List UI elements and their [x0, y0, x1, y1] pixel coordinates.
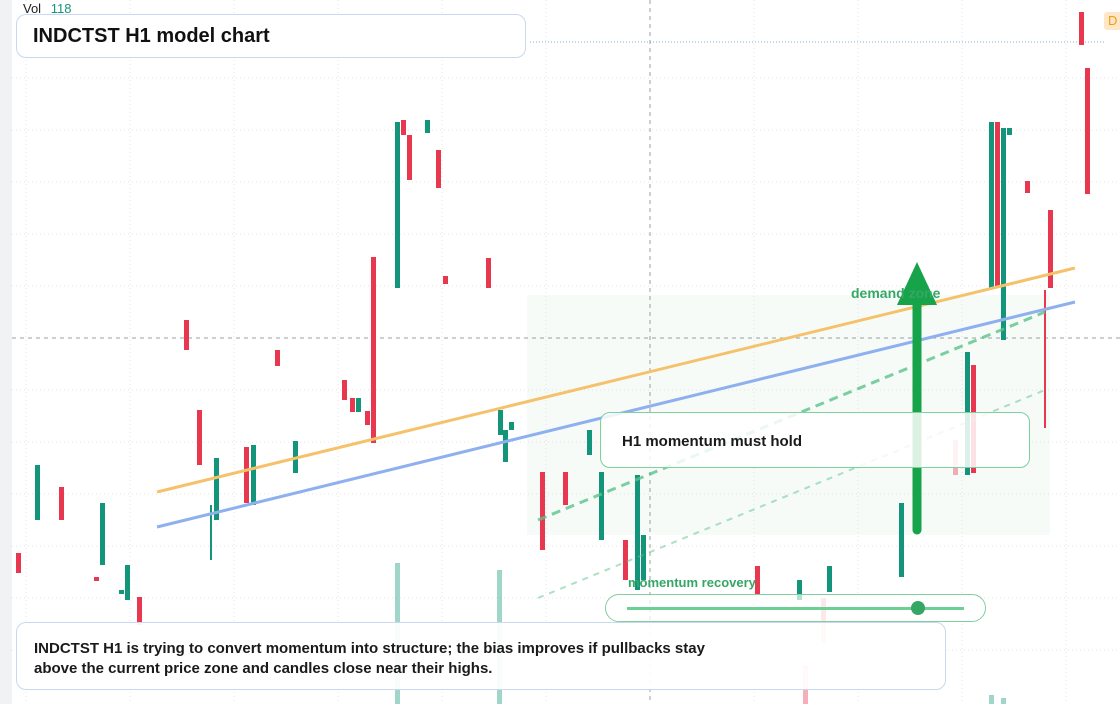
candle-part [436, 150, 441, 188]
candle-part [100, 503, 105, 565]
candle-part [125, 565, 130, 600]
candle-part [1001, 128, 1006, 340]
candle-part [401, 120, 406, 135]
vol-indicator: Vol 118 [23, 1, 71, 16]
slider-knob[interactable] [911, 601, 925, 615]
candle-part [342, 380, 347, 400]
zone-label: demand zone [851, 285, 941, 301]
candle-part [1007, 128, 1012, 135]
candle-part [59, 487, 64, 520]
candle-part [371, 257, 376, 443]
candle-part [356, 398, 361, 412]
candle-part [197, 410, 202, 465]
candle-part [16, 553, 21, 573]
candle-part [425, 120, 430, 133]
candle-part [251, 445, 256, 505]
candle-part [350, 398, 355, 412]
candle-part [509, 422, 514, 430]
candle-part [623, 540, 628, 580]
summary: INDCTST H1 is trying to convert momentum… [34, 640, 705, 677]
candle-part [184, 320, 189, 350]
candle-part [989, 695, 994, 704]
candle-part [498, 410, 503, 435]
candle-part [989, 122, 994, 288]
candle-part [899, 503, 904, 577]
candle-part [503, 430, 508, 462]
callout: H1 momentum must hold [622, 433, 803, 450]
candle-part [587, 430, 592, 455]
candle-part [486, 258, 491, 288]
candle-part [395, 122, 400, 288]
title: INDCTST H1 model chart [33, 25, 270, 47]
candle-part [1044, 290, 1046, 428]
price-tag: D [1104, 12, 1120, 30]
candle-part [35, 465, 40, 520]
candle-part [797, 580, 802, 600]
candle-part [995, 122, 1000, 288]
candle-part [1001, 698, 1006, 704]
summary-box: INDCTST H1 is trying to convert momentum… [16, 622, 946, 690]
candle-part [94, 577, 99, 581]
candle-part [1025, 181, 1030, 193]
candle-part [1079, 12, 1084, 45]
slider[interactable] [605, 594, 986, 622]
candle-part [827, 566, 832, 592]
candle-part [1048, 210, 1053, 288]
candle-part [275, 350, 280, 366]
arrow-head [897, 262, 937, 305]
candle-part [635, 475, 640, 590]
candle-part [563, 472, 568, 505]
candle-part [755, 566, 760, 595]
candle-part [214, 458, 219, 520]
candle-part [1085, 68, 1090, 194]
callout-box: H1 momentum must hold [600, 412, 1030, 468]
candle-part [244, 447, 249, 503]
candle-part [210, 505, 212, 560]
candle-part [137, 597, 142, 625]
left-edge [0, 0, 12, 704]
candle-part [540, 472, 545, 550]
candle-part [599, 472, 604, 540]
candle-part [641, 535, 646, 580]
vol-label: Vol [23, 1, 42, 16]
candle-part [407, 135, 412, 180]
candle-part [443, 276, 448, 284]
vol-value: 118 [50, 1, 72, 16]
candle-part [119, 590, 124, 594]
title-box: INDCTST H1 model chart [16, 14, 526, 58]
slider-track [627, 607, 964, 610]
candle-part [365, 411, 370, 425]
trend-line-orange [156, 266, 1076, 494]
slider-label: momentum recovery [628, 575, 756, 590]
